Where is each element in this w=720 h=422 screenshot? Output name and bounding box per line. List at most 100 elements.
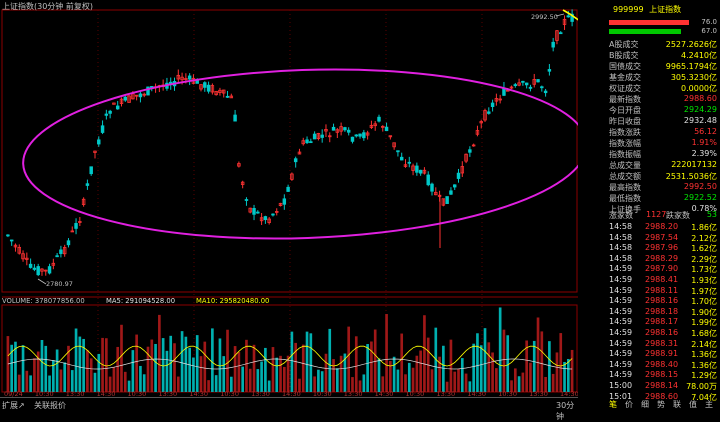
trade-row: 14:59 2988.16 1.70亿: [609, 296, 717, 307]
candle-body: [506, 89, 510, 92]
trade-time: 14:58: [609, 243, 633, 253]
volume-bar: [86, 350, 89, 392]
candle-body: [275, 211, 279, 213]
candle-body: [112, 102, 116, 105]
trade-volume: 2.12亿: [691, 233, 717, 243]
quote-row: 今日开盘 2924.29: [609, 105, 717, 116]
quote-value: 2.39%: [691, 149, 717, 158]
panel-tab-5[interactable]: 联: [673, 400, 681, 409]
volume-bar: [347, 326, 351, 392]
volume-bar: [536, 317, 540, 392]
volume-bar: [566, 358, 570, 392]
volume-bar: [457, 369, 460, 392]
volume-bar: [309, 333, 313, 392]
candle-body: [566, 15, 571, 18]
candle-body: [138, 93, 143, 98]
volume-bar: [271, 347, 275, 392]
volume-bar: [332, 359, 335, 392]
volume-bar: [286, 355, 290, 392]
volume-bar: [521, 372, 525, 392]
trade-price: 2988.31: [645, 338, 679, 348]
candle-body: [17, 246, 21, 254]
volume-bar: [328, 328, 332, 392]
volume-bar: [36, 351, 40, 392]
volume-bar: [366, 344, 369, 392]
panel-tab-1[interactable]: 笔: [609, 400, 617, 409]
trade-price: 2987.96: [645, 243, 679, 253]
candle-body: [59, 249, 63, 254]
trade-row: 14:58 2987.54 2.12亿: [609, 233, 717, 244]
trade-row: 14:59 2988.41 1.93亿: [609, 275, 717, 286]
turnover-row: 基金成交 305.3230亿: [609, 72, 717, 83]
trade-price: 2988.14: [645, 381, 679, 390]
period-label[interactable]: 30分钟: [556, 401, 575, 421]
ratio-value-2: 67.0: [701, 27, 717, 35]
trade-time: 14:59: [609, 275, 633, 284]
turnover-row: 权证成交 0.0000亿: [609, 83, 717, 94]
x-axis-label: 14:30: [467, 390, 486, 397]
volume-legend: VOLUME: 378077856.00: [2, 297, 85, 305]
candle-body: [343, 127, 347, 131]
candle-body: [562, 18, 567, 25]
candle-body: [21, 253, 25, 260]
candle-body: [570, 13, 574, 22]
volume-panel-frame: [1, 304, 578, 393]
panel-tab-7[interactable]: 主: [705, 400, 713, 409]
trade-row: 14:59 2988.11 1.97亿: [609, 286, 717, 297]
panel-tab-2[interactable]: 价: [625, 400, 633, 409]
candle-body: [47, 266, 52, 274]
volume-bar: [176, 376, 180, 392]
x-axis-label: 14:30: [97, 390, 116, 397]
chart-area[interactable]: 2992.50298029602940292029002880286028402…: [0, 0, 624, 412]
panel-tab-6[interactable]: 值: [689, 400, 697, 409]
turnover-value: 0.0000亿: [681, 84, 717, 93]
volume-bar: [40, 340, 44, 392]
candle-body: [551, 41, 555, 48]
volume-bar: [449, 339, 453, 392]
candle-body: [377, 116, 381, 122]
expand-button[interactable]: 扩展↗: [2, 401, 25, 410]
candle-body: [62, 247, 67, 255]
quote-row: 最低指数 2922.52: [609, 193, 717, 204]
volume-bar: [343, 353, 347, 392]
candlestick-chart[interactable]: 2992.50298029602940292029002880286028402…: [0, 0, 624, 398]
candle-body: [464, 153, 468, 162]
candle-body: [85, 183, 90, 186]
candle-body: [93, 150, 97, 153]
related-quotes-button[interactable]: 关联报价: [34, 401, 66, 410]
quote-label: 今日开盘: [609, 106, 641, 115]
turnover-row: 国债成交 9965.1794亿: [609, 61, 717, 72]
volume-bar: [123, 371, 127, 392]
turnover-value: 305.3230亿: [670, 73, 717, 82]
quote-label: 上证换手: [609, 205, 641, 214]
quote-row: 指数涨幅 1.91%: [609, 138, 717, 149]
volume-bar: [229, 376, 233, 392]
candle-body: [119, 98, 124, 104]
quote-row: 指数涨跌 56.12: [609, 127, 717, 138]
quote-row: 最高指数 2992.50: [609, 182, 717, 193]
candle-body: [532, 79, 536, 85]
ratio-bar-1: [609, 20, 689, 25]
candle-body: [460, 166, 465, 174]
volume-bar: [184, 336, 188, 392]
candle-body: [328, 135, 332, 138]
volume-bar: [290, 331, 294, 392]
volume-bar: [233, 346, 237, 392]
turnover-label: 国债成交: [609, 62, 641, 71]
candle-body: [66, 240, 71, 246]
quote-row: 总成交量 222017132: [609, 160, 717, 171]
volume-bar: [169, 335, 173, 392]
panel-tab-4[interactable]: 势: [657, 400, 665, 409]
trade-volume: 1.93亿: [691, 276, 717, 285]
candle-body: [263, 216, 268, 221]
turnover-label: 权证成交: [609, 84, 641, 93]
candle-body: [426, 174, 430, 186]
candle-body: [176, 74, 181, 80]
volume-bar: [540, 331, 544, 392]
volume-bar: [67, 345, 70, 392]
candle-body: [44, 269, 48, 272]
volume-bar: [400, 333, 404, 392]
trade-time: 14:59: [609, 296, 633, 306]
volume-bar: [301, 344, 305, 392]
panel-tab-3[interactable]: 细: [641, 400, 649, 409]
